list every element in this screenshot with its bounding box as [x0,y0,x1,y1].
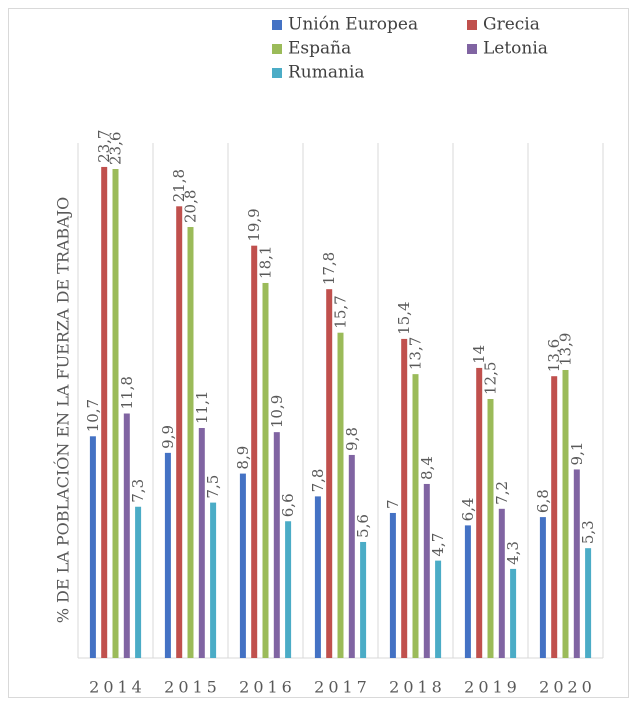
legend-label: Rumania [288,63,365,83]
bar [164,452,171,658]
data-label: 13,9 [557,333,575,366]
data-label: 9,1 [568,442,586,466]
y-axis-label: % DE LA POBLACIÓN EN LA FUERZA DE TRABAJ… [53,197,73,624]
data-label: 15,4 [395,302,413,335]
data-label: 7,2 [493,481,511,505]
data-label: 7 [384,499,402,509]
bar [285,521,292,658]
bar [435,560,442,658]
data-label: 6,6 [279,493,297,517]
data-label: 15,7 [332,295,350,328]
bar [423,483,430,658]
data-label: 11,1 [193,391,211,424]
bar [262,282,269,658]
bar [585,548,592,658]
bar [487,399,494,658]
bar [464,525,471,658]
x-tick-label: 2016 [239,678,296,697]
data-label: 9,9 [159,425,177,449]
data-label: 12,5 [482,362,500,395]
legend-label: Unión Europea [288,15,418,35]
data-label: 6,8 [534,489,552,513]
bar [498,508,505,658]
bar [314,496,321,658]
bar [551,376,558,658]
data-label: 9,8 [343,427,361,451]
x-tick-label: 2017 [314,678,371,697]
bar [101,166,108,658]
bar [210,502,217,658]
bar [510,568,517,658]
data-label: 10,7 [84,399,102,432]
data-label: 19,9 [245,208,263,241]
bar [412,374,419,658]
data-label: 8,4 [418,456,436,480]
data-label: 13,6 [545,339,563,372]
bar [273,432,280,658]
data-label: 8,9 [234,446,252,470]
chart-border [8,8,629,698]
x-tick-label: 2020 [539,678,596,697]
data-label: 4,7 [429,533,447,557]
bar [573,469,580,658]
x-tick-label: 2014 [89,678,146,697]
data-label: 10,9 [268,395,286,428]
data-label: 17,8 [320,252,338,285]
bar [239,473,246,658]
bar [135,506,142,658]
data-label: 18,1 [257,246,275,279]
bar [326,289,333,658]
data-label: 5,6 [354,514,372,538]
data-label: 23,7 [95,130,113,163]
bar [112,169,119,658]
data-label: 13,7 [407,337,425,370]
legend-swatch [467,20,477,30]
data-label: 23,6 [107,132,125,165]
data-label: 21,8 [170,169,188,202]
data-label: 7,8 [309,469,327,493]
bar [401,338,408,658]
bar [360,541,367,658]
data-label: 5,3 [579,520,597,544]
bar [198,428,205,658]
bar [476,367,483,658]
bar [389,512,396,658]
legend-swatch [467,44,477,54]
bar [348,454,355,658]
data-label: 4,3 [504,541,522,565]
bar [539,517,546,658]
legend-swatch [272,20,282,30]
legend-swatch [272,44,282,54]
bar [89,436,96,658]
legend-swatch [272,68,282,78]
data-label: 14 [470,345,488,364]
bar [251,245,258,658]
data-label: 6,4 [459,498,477,522]
bar [187,227,194,659]
bar [123,413,130,658]
x-tick-label: 2018 [389,678,446,697]
bar [337,332,344,658]
legend-label: Letonia [483,39,548,59]
x-tick-label: 2019 [464,678,521,697]
x-tick-label: 2015 [164,678,221,697]
legend-label: Grecia [483,15,540,35]
data-label: 11,8 [118,376,136,409]
data-label: 7,3 [129,479,147,503]
bar [562,369,569,658]
legend-label: España [288,39,351,59]
data-label: 7,5 [204,475,222,499]
data-label: 20,8 [182,190,200,223]
bar [176,206,183,658]
